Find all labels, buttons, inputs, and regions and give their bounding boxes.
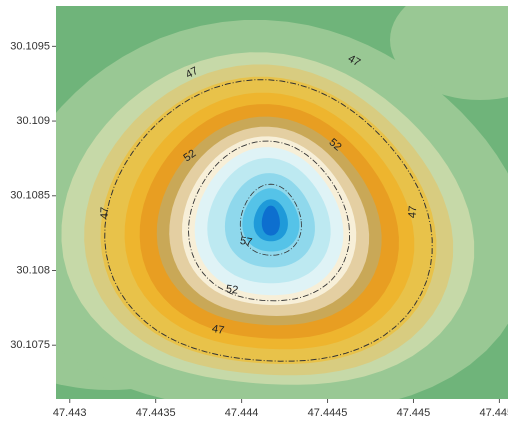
x-tick-label: 47.443 [53,407,87,419]
x-tick-label: 47.444 [225,407,259,419]
y-tick-label: 30.109 [16,115,50,127]
contour-label: 47 [406,205,419,218]
contour-label: 47 [184,65,200,81]
y-tick-label: 30.1075 [10,339,50,351]
contour-label: 52 [181,147,198,164]
y-tick-label: 30.1085 [10,190,50,202]
contour-line [104,79,433,362]
x-tick-label: 47.4435 [136,407,176,419]
contour-lines [104,79,433,362]
x-tick-label: 47.4455 [480,407,508,419]
y-tick-label: 30.1095 [10,40,50,52]
x-tick-label: 47.4445 [308,407,348,419]
contour-label: 52 [225,283,239,297]
contour-bands [56,6,508,399]
contour-line [239,183,302,256]
axes: 47.443 47.4435 47.444 47.4445 47.445 47.4455 3… [10,40,508,419]
contour-line [188,140,350,302]
y-tick-label: 30.108 [16,264,50,276]
contour-band [261,205,280,236]
x-tick-label: 47.445 [397,407,431,419]
contour-label: 47 [99,207,111,220]
contour-label: 47 [211,323,225,337]
contour-label: 47 [346,53,363,70]
contour-label: 57 [239,235,253,249]
